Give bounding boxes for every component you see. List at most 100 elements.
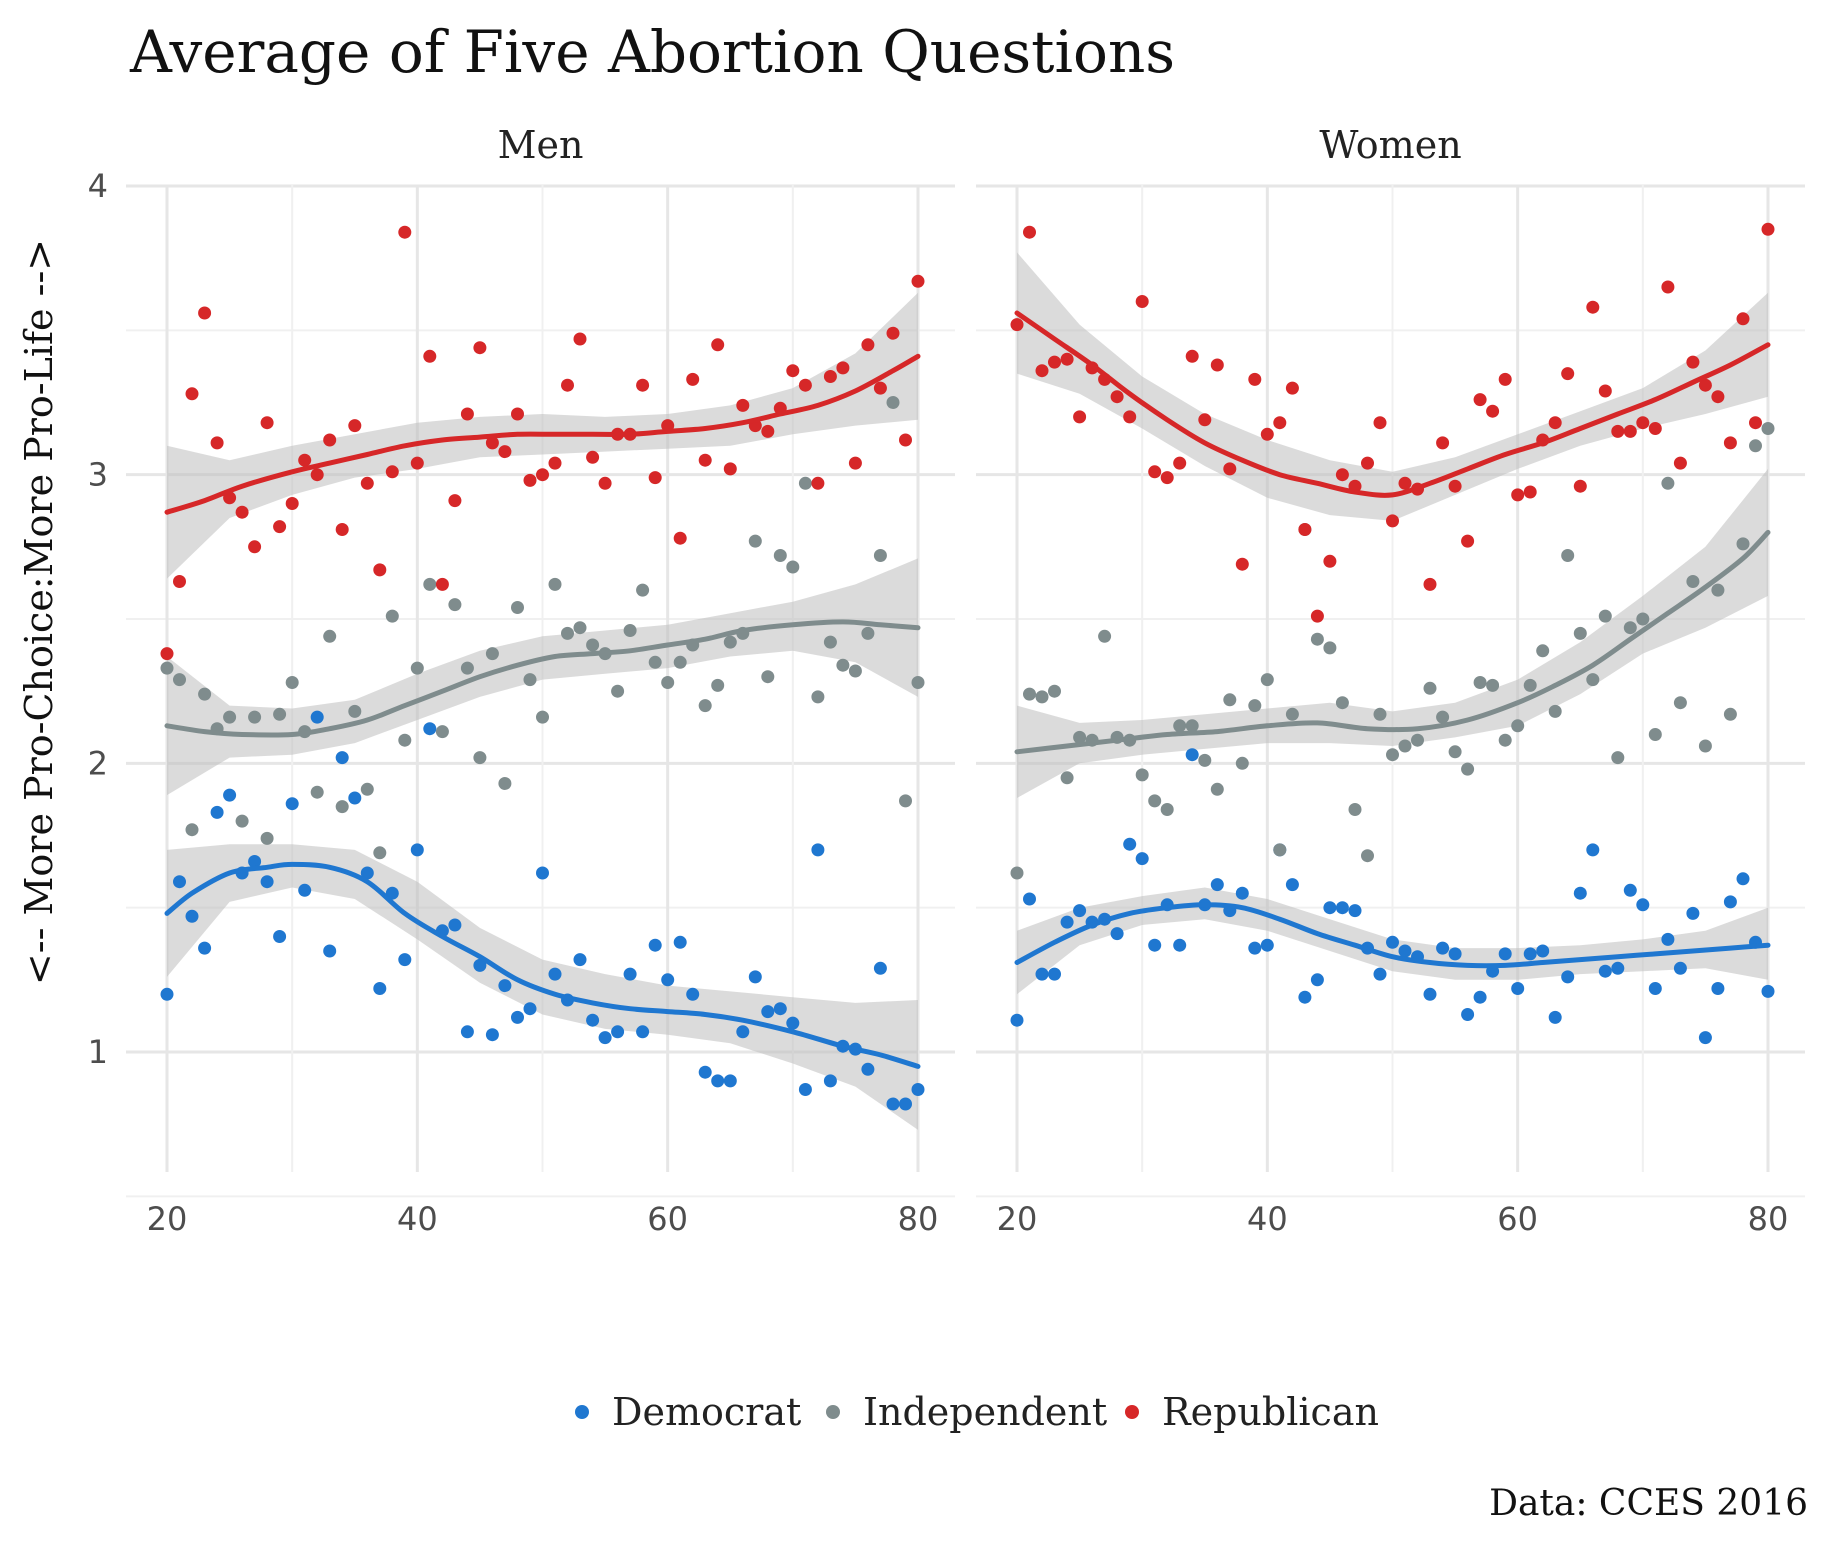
data-point [1461,762,1475,776]
data-point [448,598,462,612]
x-tick-label: 20 [147,1200,188,1238]
trend-line-republican [164,353,921,515]
data-point [498,979,512,993]
data-point [1686,355,1700,369]
legend-key-democrat [575,1405,589,1419]
data-point [348,791,362,805]
data-point [1210,358,1224,372]
data-point [1235,756,1249,770]
confidence-band-republican [1017,252,1768,521]
data-point [1073,904,1087,918]
data-point [786,560,800,574]
data-point [911,1083,925,1096]
legend-key-republican [1125,1405,1139,1419]
data-point [1723,436,1737,450]
data-point [323,944,337,958]
data-point [1198,753,1212,767]
data-point [1698,378,1712,392]
chart-title: Average of Five Abortion Questions [129,18,1175,86]
data-point [260,416,274,430]
legend: Democrat Independent Republican [575,1390,1379,1434]
data-point [310,710,324,724]
confidence-band-independent [167,558,918,796]
data-point [1636,612,1650,626]
data-point [1648,728,1662,741]
data-point [335,751,349,765]
data-point [1698,739,1712,753]
data-point [886,326,900,340]
data-point [1749,439,1762,453]
x-tick-label: 80 [1748,1200,1789,1238]
y-axis-label: <-- More Pro-Choice:More Pro-Life --> [17,239,61,985]
data-point [1511,719,1525,733]
data-point [1248,372,1262,386]
data-point [811,843,825,857]
data-point [1436,941,1450,955]
data-point [773,549,787,562]
data-point [636,1025,650,1039]
data-point [248,855,262,868]
data-point [1173,938,1187,952]
legend-item-republican: Republican [1125,1390,1379,1434]
data-point [1711,982,1725,995]
data-point [661,676,675,689]
data-point [485,436,499,450]
data-point [1110,390,1124,404]
data-point [1335,901,1349,915]
data-point [1361,456,1374,470]
data-point [1398,739,1412,753]
data-point [423,349,437,363]
data-point [1173,719,1187,733]
data-point [1273,416,1287,430]
data-point [310,468,324,482]
data-point [1373,967,1387,981]
data-point [335,800,349,814]
data-point [1048,967,1061,981]
x-tick-label: 60 [647,1200,688,1238]
data-point [1335,696,1349,710]
data-point [423,722,437,736]
data-point [198,941,212,955]
data-point [398,953,412,967]
data-point [1185,748,1199,762]
data-point [848,456,862,470]
data-point [1235,557,1249,571]
data-point [173,875,186,889]
data-point [1023,225,1036,239]
data-point [298,453,312,467]
trend-line-democrat [1014,902,1771,969]
data-point [1598,609,1612,623]
gridlines [976,184,1805,1198]
data-point [1598,964,1612,978]
data-point [210,805,224,819]
data-point [460,407,474,421]
x-tick-label: 60 [1497,1200,1538,1238]
data-point [1749,416,1762,430]
data-point [586,450,600,464]
data-point [1461,1008,1475,1021]
data-point [1423,987,1437,1001]
data-point [1035,364,1049,378]
data-point [798,378,812,392]
data-point [1523,678,1537,692]
trend-line-independent [164,619,921,738]
data-point [1561,970,1575,984]
data-point [1373,416,1387,430]
legend-key-independent [826,1405,840,1419]
data-point [773,1002,787,1016]
data-point [661,973,675,987]
data-point [260,831,274,845]
data-point [899,794,912,808]
data-point [636,378,650,392]
data-point [1285,381,1299,395]
data-point [723,462,737,476]
data-point [598,476,612,490]
data-point [1686,906,1700,920]
data-point [235,814,249,828]
data-point [1761,984,1775,998]
legend-label: Republican [1162,1390,1379,1434]
data-point [210,436,224,450]
data-point [723,1074,737,1088]
data-point [473,751,487,765]
data-point [1611,961,1625,975]
